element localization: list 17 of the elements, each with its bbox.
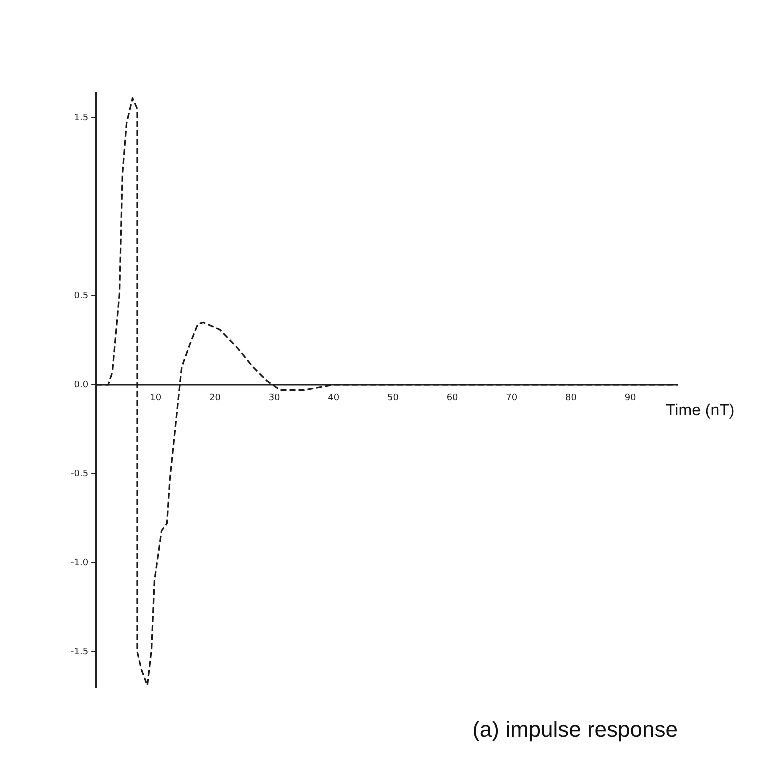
y-tick-label: -1.0 [71, 558, 89, 568]
x-tick-label: 40 [328, 394, 340, 404]
x-tick-label: 80 [565, 394, 578, 404]
x-axis-title: Time (nT) [666, 402, 735, 420]
x-tick-label: 60 [446, 394, 459, 404]
x-tick-label: 90 [624, 394, 637, 404]
y-tick-label: 0.5 [74, 291, 89, 302]
x-tick-label: 70 [506, 394, 518, 404]
y-tick-label: 0.0 [74, 380, 89, 390]
x-tick-label: 10 [150, 394, 162, 404]
text: (a) impulse response [472, 716, 678, 742]
x-tick-label: 50 [387, 394, 400, 404]
y-tick-label: 1.5 [74, 113, 89, 124]
x-tick-label: 30 [268, 394, 281, 404]
y-tick-label: -1.5 [71, 647, 89, 658]
y-tick-label: -0.5 [71, 469, 89, 480]
x-tick-label: 20 [209, 394, 222, 404]
